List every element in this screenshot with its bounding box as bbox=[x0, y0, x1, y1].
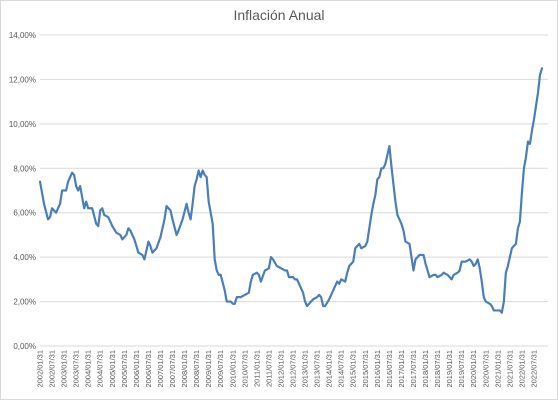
y-tick-label: 8,00% bbox=[13, 164, 36, 173]
x-tick-label: 2002/01/31 bbox=[36, 350, 45, 388]
x-tick-label: 2018/01/31 bbox=[421, 350, 430, 388]
y-tick-label: 10,00% bbox=[9, 120, 36, 129]
x-tick-label: 2008/01/31 bbox=[180, 350, 189, 388]
x-tick-label: 2020/07/31 bbox=[481, 350, 490, 388]
x-tick-label: 2019/07/31 bbox=[457, 350, 466, 388]
x-tick-label: 2015/01/31 bbox=[349, 350, 358, 388]
inflation-series-line bbox=[38, 67, 544, 314]
x-tick-label: 2015/07/31 bbox=[361, 350, 370, 388]
x-tick-label: 2004/01/31 bbox=[84, 350, 93, 388]
x-tick-label: 2014/01/31 bbox=[325, 350, 334, 388]
x-tick-label: 2012/07/31 bbox=[289, 350, 298, 388]
x-tick-label: 2010/07/31 bbox=[240, 350, 249, 388]
y-tick-label: 0,00% bbox=[13, 342, 36, 351]
x-tick-label: 2014/07/31 bbox=[337, 350, 346, 388]
x-tick-label: 2004/07/31 bbox=[96, 350, 105, 388]
x-tick-label: 2003/01/31 bbox=[60, 350, 69, 388]
x-tick-label: 2002/07/31 bbox=[48, 350, 57, 388]
x-axis-ticks: 2002/01/31 2002/07/31 2003/01/31 2003/07/31… bbox=[36, 350, 539, 388]
x-tick-label: 2008/07/31 bbox=[192, 350, 201, 388]
x-tick-label: 2021/07/31 bbox=[505, 350, 514, 388]
x-tick-label: 2022/01/31 bbox=[517, 350, 526, 388]
x-tick-label: 2019/01/31 bbox=[445, 350, 454, 388]
y-tick-label: 12,00% bbox=[9, 75, 36, 84]
chart-title: Inflación Anual bbox=[233, 7, 324, 23]
y-tick-label: 2,00% bbox=[13, 298, 36, 307]
x-tick-label: 2017/01/31 bbox=[397, 350, 406, 388]
x-tick-label: 2009/01/31 bbox=[204, 350, 213, 388]
x-tick-label: 2013/01/31 bbox=[301, 350, 310, 388]
x-tick-label: 2012/01/31 bbox=[276, 350, 285, 388]
x-tick-label: 2007/07/31 bbox=[168, 350, 177, 388]
x-tick-label: 2013/07/31 bbox=[313, 350, 322, 388]
x-tick-label: 2016/01/31 bbox=[373, 350, 382, 388]
x-tick-label: 2005/01/31 bbox=[108, 350, 117, 388]
x-tick-label: 2005/07/31 bbox=[120, 350, 129, 388]
x-tick-label: 2011/07/31 bbox=[264, 350, 273, 387]
x-tick-label: 2022/07/31 bbox=[529, 350, 538, 388]
y-tick-label: 14,00% bbox=[9, 31, 36, 40]
y-tick-label: 6,00% bbox=[13, 209, 36, 218]
x-tick-label: 2006/07/31 bbox=[144, 350, 153, 388]
x-tick-label: 2017/07/31 bbox=[409, 350, 418, 388]
x-tick-label: 2020/01/31 bbox=[469, 350, 478, 388]
x-tick-label: 2003/07/31 bbox=[72, 350, 81, 388]
y-tick-label: 4,00% bbox=[13, 253, 36, 262]
x-tick-label: 2016/07/31 bbox=[385, 350, 394, 388]
y-axis-ticks: 0,00% 2,00% 4,00% 6,00% 8,00% 10,00% 12,00% 14,… bbox=[9, 31, 36, 351]
x-tick-label: 2009/07/31 bbox=[216, 350, 225, 388]
x-tick-label: 2011/01/31 bbox=[252, 350, 261, 387]
x-tick-label: 2018/07/31 bbox=[433, 350, 442, 388]
x-tick-label: 2021/01/31 bbox=[493, 350, 502, 388]
x-tick-label: 2010/01/31 bbox=[228, 350, 237, 388]
x-tick-label: 2006/01/31 bbox=[132, 350, 141, 388]
x-tick-label: 2007/01/31 bbox=[156, 350, 165, 388]
gridlines bbox=[40, 34, 548, 347]
